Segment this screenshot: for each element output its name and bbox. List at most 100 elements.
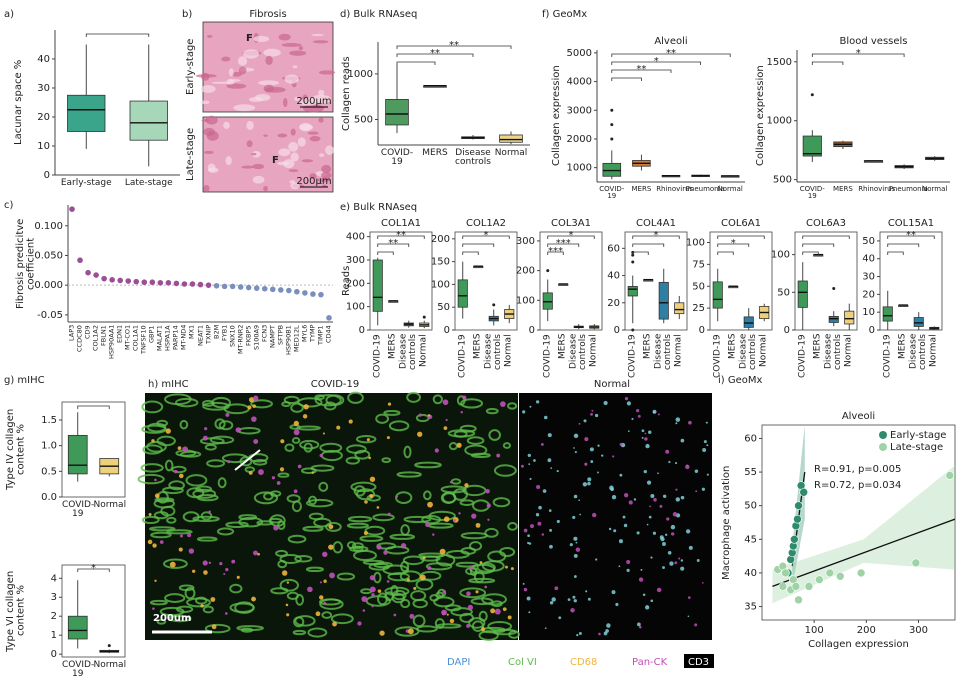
texture [680, 438, 685, 443]
texture [231, 71, 242, 77]
y-tick-label: 50 [777, 287, 790, 298]
point [791, 582, 801, 591]
x-tick-label: Normal [418, 334, 429, 367]
texture [466, 623, 471, 628]
texture [675, 417, 681, 422]
texture [440, 485, 467, 494]
texture [251, 152, 257, 156]
texture [608, 527, 612, 531]
texture [641, 429, 645, 433]
texture [657, 413, 660, 416]
x-tick-label: MERS [387, 334, 398, 360]
texture [574, 451, 577, 454]
y-tick-label: 60 [744, 433, 757, 444]
x-tick-label: CD9 [83, 325, 92, 339]
texture [150, 531, 172, 539]
texture [202, 435, 208, 441]
texture [280, 439, 285, 444]
texture [646, 480, 652, 485]
texture [441, 492, 457, 504]
texture [443, 426, 448, 430]
texture [468, 617, 486, 629]
texture [376, 506, 380, 509]
texture [205, 115, 218, 125]
dot [125, 278, 132, 284]
legend-label: Pan-CK [632, 657, 668, 668]
texture [350, 481, 377, 493]
texture [140, 463, 164, 473]
texture [701, 487, 706, 491]
texture [252, 459, 268, 466]
texture [644, 432, 647, 435]
x-tick-label: Pneumonia [685, 185, 725, 193]
texture [490, 608, 496, 614]
texture [446, 613, 449, 616]
y-tick-label: 100 [686, 238, 705, 249]
texture [371, 593, 375, 597]
significance-bracket [717, 243, 750, 247]
texture [706, 444, 709, 447]
y-tick-label: 1000 [767, 116, 792, 127]
box [129, 100, 168, 141]
texture [473, 570, 485, 583]
y-tick-label: 1.5 [41, 415, 57, 426]
y-tick-label: 3000 [567, 105, 592, 116]
x-tick-label: MERS [897, 334, 908, 360]
x-tick-label: B2M [212, 325, 221, 340]
texture [549, 601, 554, 605]
dot [149, 279, 156, 286]
texture [618, 565, 621, 568]
significance-bracket [887, 251, 904, 255]
texture [657, 472, 659, 475]
texture [287, 534, 307, 544]
outlier [610, 137, 614, 141]
texture [176, 605, 194, 613]
texture [211, 624, 217, 630]
texture [468, 577, 496, 584]
y-tick-label: 50 [744, 501, 757, 512]
texture [251, 416, 257, 422]
texture [535, 400, 540, 404]
y-tick-label: 40 [607, 271, 620, 282]
texture [329, 572, 335, 579]
y-tick-label: 20 [862, 289, 875, 300]
x-tick-label: SNX10 [228, 325, 237, 347]
box [67, 94, 106, 132]
texture [432, 533, 435, 536]
dot [221, 283, 228, 290]
texture [277, 133, 288, 138]
texture [548, 509, 552, 512]
texture [578, 499, 581, 502]
texture [284, 443, 295, 452]
texture [200, 85, 216, 93]
texture [575, 541, 578, 544]
outlier [810, 93, 814, 97]
texture [195, 74, 217, 78]
x-tick-label: MERS [557, 334, 568, 360]
texture [294, 555, 313, 563]
texture [481, 560, 505, 572]
texture [678, 557, 681, 560]
texture [400, 524, 410, 536]
confidence-band [772, 465, 955, 604]
texture [475, 522, 481, 528]
texture [674, 561, 678, 565]
texture [507, 402, 518, 410]
dot [310, 291, 316, 297]
texture [217, 477, 227, 489]
x-tick-label: Disease controls [738, 334, 758, 370]
texture [394, 626, 420, 637]
texture [303, 404, 309, 410]
texture [169, 561, 176, 568]
texture [166, 529, 193, 535]
x-tick-label: CCDC80 [75, 325, 84, 352]
texture [459, 587, 487, 599]
texture [270, 587, 289, 595]
texture [520, 464, 524, 468]
texture [487, 518, 490, 521]
significance-bracket [547, 243, 580, 247]
texture [250, 399, 273, 409]
texture [235, 427, 241, 433]
texture [587, 477, 592, 482]
significance-bracket [396, 61, 436, 65]
